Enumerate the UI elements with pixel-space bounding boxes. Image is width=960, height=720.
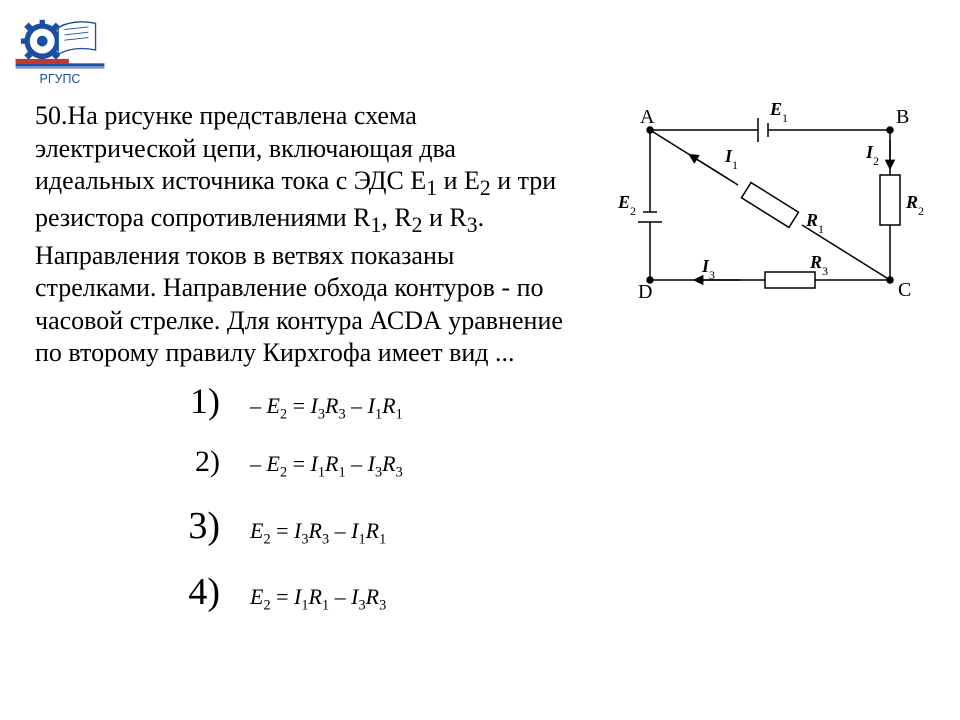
label-i1: I1 [724, 146, 738, 172]
option-2: 2) – E2 = I1R1 – I3R3 [120, 445, 403, 481]
option-equation: E2 = I3R3 – I1R1 [250, 518, 386, 548]
node-a: A [640, 106, 655, 128]
option-1: 1) – E2 = I3R3 – I1R1 [120, 380, 403, 423]
svg-text:РГУПС: РГУПС [40, 72, 81, 86]
answer-options: 1) – E2 = I3R3 – I1R1 2) – E2 = I1R1 – I… [120, 380, 403, 637]
option-number: 3) [120, 504, 250, 548]
label-e2: E2 [617, 192, 636, 218]
problem-number: 50. [35, 101, 68, 130]
option-equation: – E2 = I1R1 – I3R3 [250, 451, 403, 481]
option-4: 4) E2 = I1R1 – I3R3 [120, 570, 403, 614]
option-equation: E2 = I1R1 – I3R3 [250, 584, 386, 614]
label-i2: I2 [865, 142, 879, 168]
label-i3: I3 [701, 256, 715, 282]
circuit-diagram: A B C D E1 E2 R2 R1 R3 I1 I2 I3 [610, 90, 930, 310]
option-number: 1) [120, 380, 250, 422]
node-d: D [638, 281, 652, 303]
node-c: C [898, 279, 911, 301]
university-logo: РГУПС [15, 10, 105, 90]
option-number: 4) [120, 570, 250, 614]
option-number: 2) [120, 445, 250, 479]
problem-statement: 50.На рисунке представлена схема электри… [35, 100, 565, 370]
label-e1: E1 [769, 99, 788, 125]
node-b: B [896, 106, 909, 128]
option-equation: – E2 = I3R3 – I1R1 [250, 393, 403, 423]
label-r2: R2 [905, 192, 924, 218]
option-3: 3) E2 = I3R3 – I1R1 [120, 504, 403, 548]
